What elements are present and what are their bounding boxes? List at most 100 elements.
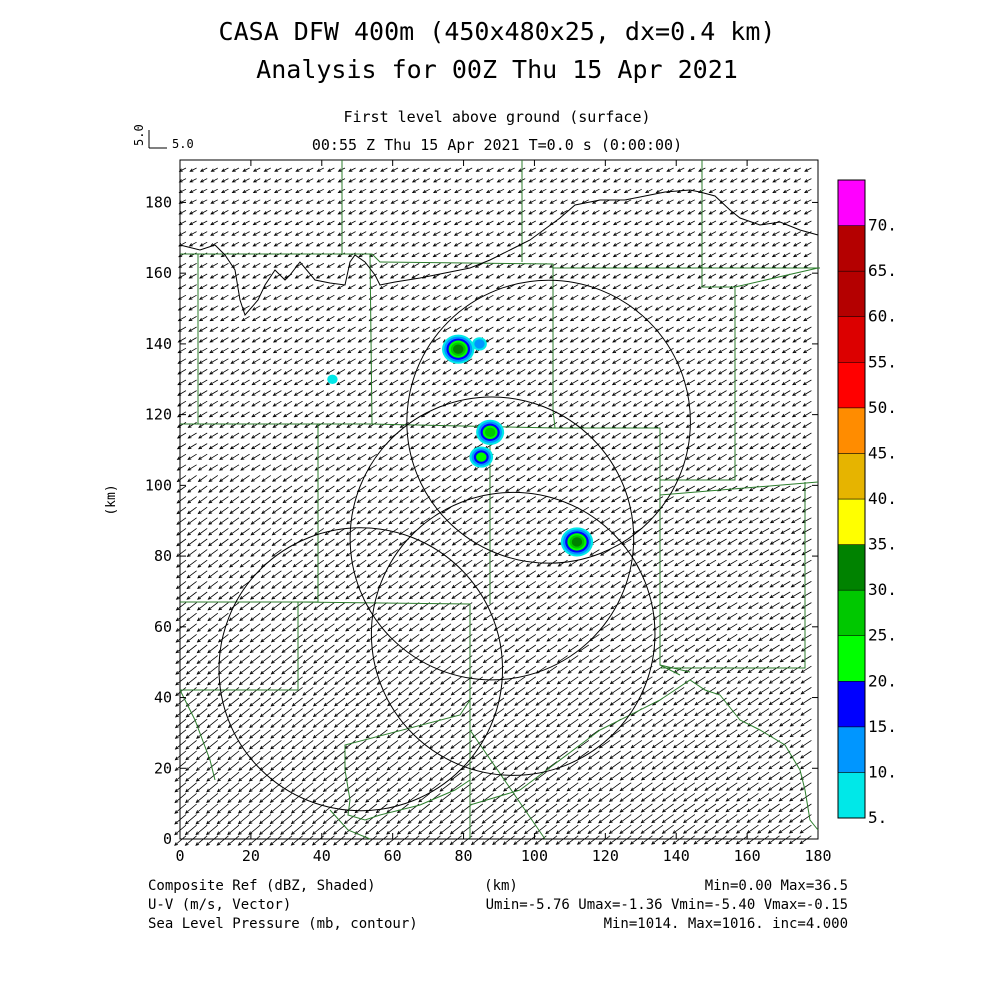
wind-vector-head xyxy=(325,392,330,396)
wind-vector-head xyxy=(707,360,712,364)
wind-vector-head xyxy=(209,264,214,268)
wind-vector xyxy=(273,337,282,343)
wind-vector-head xyxy=(464,221,469,226)
wind-vector xyxy=(718,369,727,375)
wind-vector xyxy=(601,369,611,375)
wind-vector xyxy=(336,400,346,407)
wind-vector xyxy=(272,517,282,525)
wind-vector-head xyxy=(633,296,638,300)
wind-vector-head xyxy=(199,179,204,183)
wind-vector-head xyxy=(326,232,331,236)
wind-vector xyxy=(409,570,420,578)
wind-vector-head xyxy=(634,189,639,194)
wind-vector-head xyxy=(559,360,564,364)
wind-vector-head xyxy=(612,275,617,279)
wind-vector xyxy=(507,167,515,172)
wind-vector xyxy=(241,400,250,407)
wind-vector xyxy=(399,570,409,578)
wind-vector-head xyxy=(347,275,352,279)
wind-vector xyxy=(220,305,229,311)
wind-vector-head xyxy=(538,211,543,215)
wind-vector xyxy=(250,581,261,589)
wind-vector-head xyxy=(220,232,225,236)
wind-vector-head xyxy=(708,189,713,194)
wind-vector-head xyxy=(422,179,427,183)
wind-vector-head xyxy=(177,381,182,386)
wind-vector-head xyxy=(432,189,438,194)
wind-vector-head xyxy=(781,371,786,375)
wind-vector-head xyxy=(251,403,256,407)
wind-vector xyxy=(559,347,568,354)
wind-vector xyxy=(792,390,802,396)
wind-vector-head xyxy=(569,317,574,322)
wind-vector xyxy=(178,326,187,332)
wind-vector xyxy=(379,305,388,311)
wind-vector-head xyxy=(665,317,670,322)
wind-vector-head xyxy=(284,221,289,226)
wind-vector-head xyxy=(750,296,755,300)
wind-vector xyxy=(656,199,664,204)
wind-vector-head xyxy=(231,168,236,172)
wind-vector-head xyxy=(623,189,628,194)
wind-vector xyxy=(634,305,642,311)
wind-vector xyxy=(507,210,515,215)
wind-vector xyxy=(783,178,791,183)
wind-vector-head xyxy=(273,221,278,226)
wind-vector xyxy=(229,570,240,579)
wind-vector xyxy=(303,570,314,578)
wind-vector xyxy=(622,390,632,396)
wind-vector-head xyxy=(231,179,236,183)
wind-vector-head xyxy=(199,168,204,172)
wind-vector-head xyxy=(262,317,267,322)
wind-vector xyxy=(486,241,494,247)
wind-vector-head xyxy=(548,296,553,300)
wind-vector xyxy=(442,390,452,396)
wind-vector xyxy=(526,602,537,610)
wind-vector xyxy=(294,411,303,418)
wind-vector-head xyxy=(665,328,670,332)
wind-vector-head xyxy=(549,211,554,215)
wind-vector xyxy=(305,379,314,386)
wind-vector-head xyxy=(347,349,352,354)
wind-vector-head xyxy=(675,339,680,343)
wind-vector-head xyxy=(697,200,702,204)
wind-vector xyxy=(337,273,346,279)
wind-vector-head xyxy=(676,179,681,183)
wind-vector xyxy=(262,369,272,375)
wind-vector-head xyxy=(687,221,692,226)
wind-vector xyxy=(242,188,250,193)
wind-vector-head xyxy=(474,381,479,386)
wind-vector xyxy=(570,294,579,300)
wind-vector-head xyxy=(273,200,278,204)
wind-vector xyxy=(591,337,600,343)
wind-vector xyxy=(262,390,272,396)
wind-vector xyxy=(282,506,293,514)
wind-vector xyxy=(454,252,462,257)
wind-vector xyxy=(433,231,441,236)
wind-vector-head xyxy=(708,211,713,215)
wind-vector-head xyxy=(262,360,267,364)
wind-vector xyxy=(792,358,802,364)
wind-vector-head xyxy=(411,275,416,279)
wind-vector xyxy=(687,294,695,300)
wind-vector-head xyxy=(601,360,606,364)
wind-vector-head xyxy=(485,317,490,322)
wind-vector xyxy=(209,390,219,396)
wind-vector xyxy=(559,369,568,375)
wind-vector xyxy=(653,581,664,588)
wind-vector-head xyxy=(516,317,521,322)
wind-vector-head xyxy=(484,413,489,418)
wind-vector xyxy=(177,400,187,407)
wind-vector-head xyxy=(189,168,194,172)
wind-vector-head xyxy=(612,232,617,236)
wind-vector xyxy=(783,241,791,247)
wind-vector-head xyxy=(634,168,639,172)
wind-vector xyxy=(317,188,324,193)
wind-vector-head xyxy=(506,275,511,279)
wind-vector xyxy=(348,188,356,193)
wind-vector-head xyxy=(475,221,480,226)
wind-vector-head xyxy=(539,168,544,172)
wind-vector xyxy=(729,273,738,279)
wind-vector xyxy=(348,199,356,204)
wind-vector xyxy=(441,559,452,567)
